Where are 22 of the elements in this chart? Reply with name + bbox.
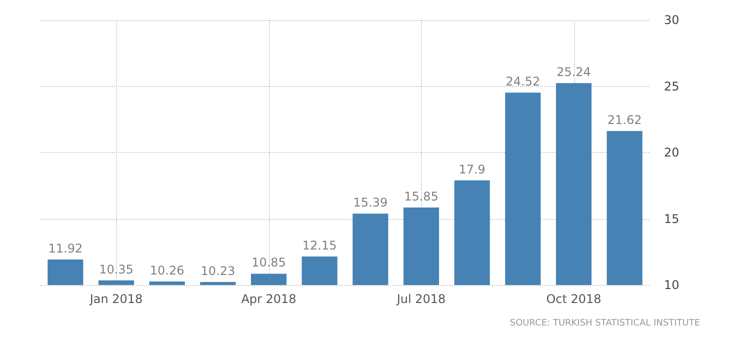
data-label: 21.62	[607, 113, 642, 128]
y-tick-label: 15	[664, 212, 680, 226]
data-label: 15.39	[353, 196, 388, 210]
data-label: 10.35	[99, 262, 134, 276]
data-label: 10.85	[252, 256, 286, 270]
data-label: 17.9	[458, 162, 486, 176]
x-tick-label: Oct 2018	[546, 292, 602, 306]
y-tick-label: 20	[664, 146, 680, 160]
y-tick-label: 25	[664, 79, 680, 94]
x-tick-label: Jul 2018	[396, 292, 446, 306]
y-tick-label: 30	[664, 13, 680, 27]
data-label: 24.52	[506, 74, 540, 89]
data-label: 10.23	[200, 264, 236, 278]
data-label: 15.85	[404, 189, 438, 204]
source-note: SOURCE: TURKISH STATISTICAL INSTITUTE	[510, 318, 700, 328]
data-label: 11.92	[48, 242, 83, 256]
x-tick-label: Apr 2018	[241, 292, 296, 306]
x-tick-label: Jan 2018	[88, 292, 143, 306]
data-label: 25.24	[556, 65, 591, 80]
data-label: 12.15	[302, 238, 337, 253]
data-label: 10.26	[150, 264, 184, 278]
y-tick-label: 10	[664, 278, 680, 292]
